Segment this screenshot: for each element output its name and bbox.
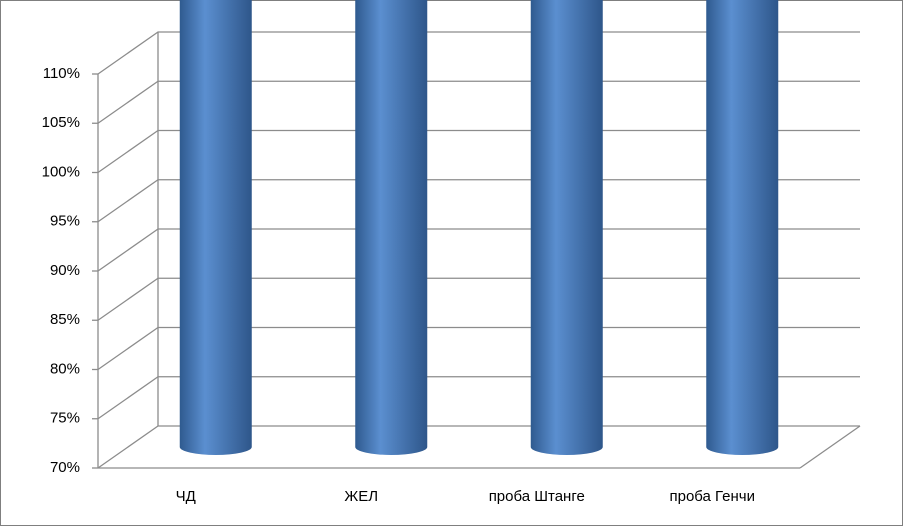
y-tick-label: 70% [50,459,80,476]
y-tick-label: 95% [50,213,80,230]
y-tick-label: 105% [42,114,80,131]
cylinder-segment [355,0,428,455]
y-tick-label: 110% [43,65,80,82]
cylinder-segment [530,0,603,455]
grid-line [97,179,860,223]
y-tick-label: 85% [50,311,80,328]
grid-line [97,277,860,321]
x-tick-label: проба Штанге [489,488,585,505]
x-tick-label: проба Генчи [669,488,755,505]
x-tick-label: ЖЕЛ [344,488,378,505]
y-tick-label: 90% [50,262,80,279]
axis-line [799,425,861,469]
y-tick-label: 100% [42,163,80,180]
cylinder-segment [179,0,252,455]
grid-line [97,326,860,371]
y-tick-label: 75% [50,410,80,427]
grid-line [97,80,860,124]
grid-line [97,31,860,75]
cylinder-segment [706,0,779,455]
x-tick-label: ЧД [176,488,196,505]
grid-line [97,376,860,420]
grid-line [97,228,860,272]
grid-line [97,425,860,469]
y-tick-label: 80% [50,360,80,377]
grid-line [97,129,860,174]
